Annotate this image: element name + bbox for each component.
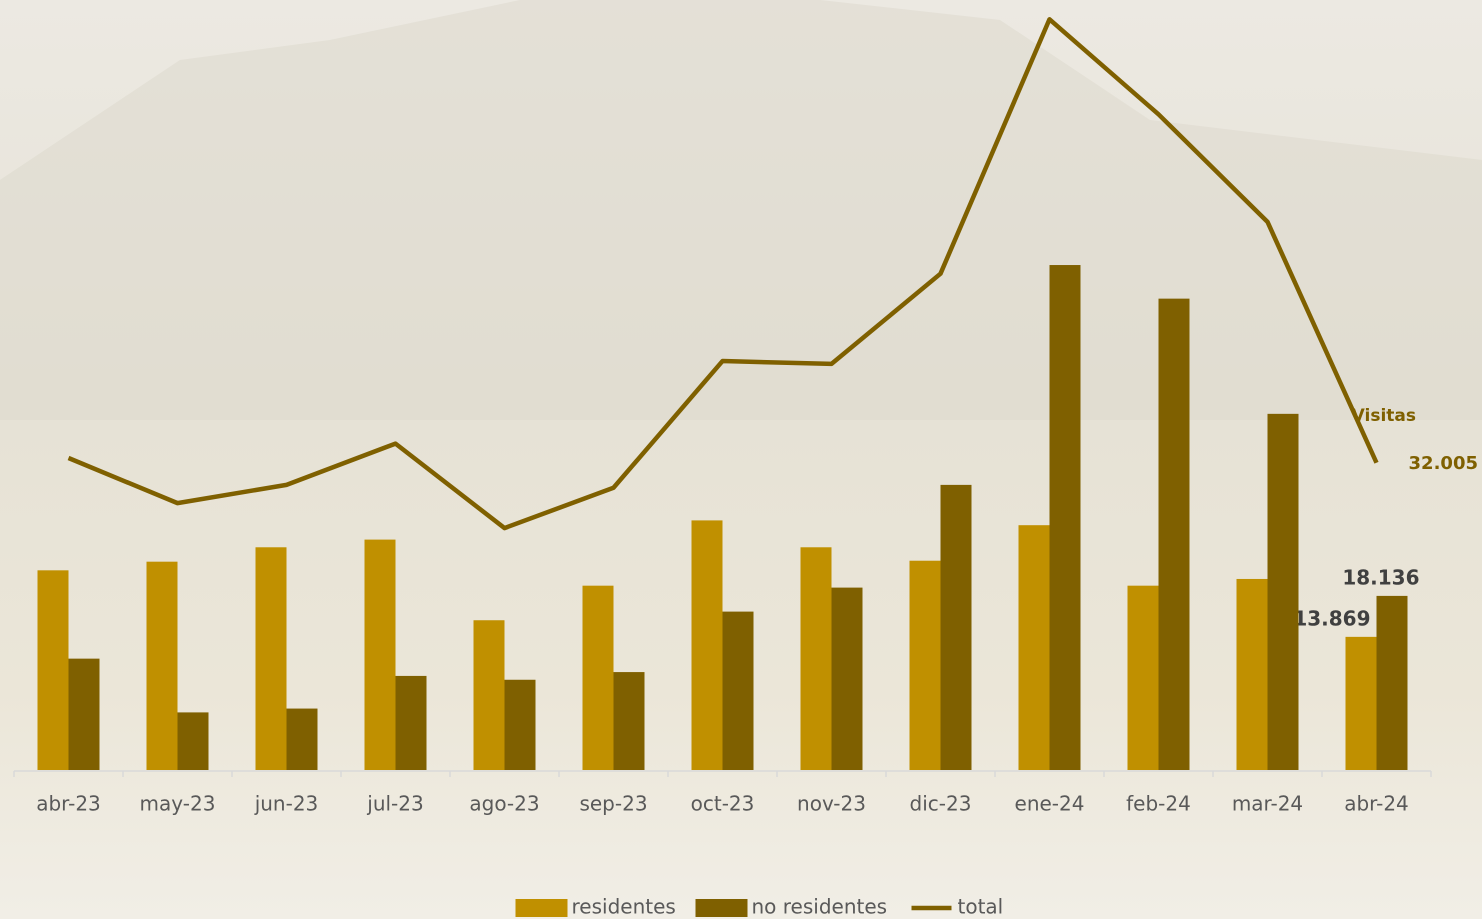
x-tick-label: mar-24	[1232, 792, 1303, 816]
x-tick-label: may-23	[140, 792, 216, 816]
x-tick-label: ene-24	[1015, 792, 1085, 816]
chart: Visitas abr-23 may-23 jun-23 jul-23 ago-23 se…	[0, 0, 1482, 919]
x-tick-label: sep-23	[579, 792, 647, 816]
bar	[583, 586, 614, 770]
legend-label: total	[958, 895, 1004, 919]
annotation: Visitas	[1352, 406, 1416, 426]
legend-label: no residentes	[752, 895, 888, 919]
x-tick-label: dic-23	[910, 792, 972, 816]
legend-swatch	[696, 899, 748, 917]
bar	[910, 561, 941, 770]
x-tick-label: feb-24	[1126, 792, 1191, 816]
x-tick-label: jul-23	[366, 792, 423, 816]
bar	[178, 712, 209, 770]
legend-label: residentes	[572, 895, 676, 919]
x-tick-label: oct-23	[691, 792, 755, 816]
bar	[801, 547, 832, 770]
bar	[474, 620, 505, 770]
x-tick-label: jun-23	[254, 792, 319, 816]
bar	[1377, 596, 1408, 770]
bar	[723, 612, 754, 770]
bar	[147, 562, 178, 770]
data-label: 13.869	[1293, 606, 1370, 630]
legend-swatch	[516, 899, 568, 917]
bar	[365, 540, 396, 770]
x-tick-label: ago-23	[469, 792, 539, 816]
bar	[396, 676, 427, 770]
bar	[832, 588, 863, 770]
bar	[1268, 414, 1299, 770]
bar	[941, 485, 972, 770]
bar	[1237, 579, 1268, 770]
data-label: 18.136	[1342, 565, 1419, 589]
bar	[692, 520, 723, 770]
data-label: 32.005	[1409, 453, 1478, 474]
x-tick-label: abr-23	[36, 792, 101, 816]
bar	[1128, 586, 1159, 770]
x-tick-label: abr-24	[1344, 792, 1409, 816]
bar	[287, 709, 318, 770]
bar	[614, 672, 645, 770]
bar	[1050, 265, 1081, 770]
bar	[1019, 525, 1050, 770]
bar	[1346, 637, 1377, 770]
bar	[69, 659, 100, 770]
bar	[38, 570, 69, 770]
bar	[505, 680, 536, 770]
bar	[1159, 299, 1190, 770]
x-tick-label: nov-23	[797, 792, 866, 816]
bar	[256, 547, 287, 770]
